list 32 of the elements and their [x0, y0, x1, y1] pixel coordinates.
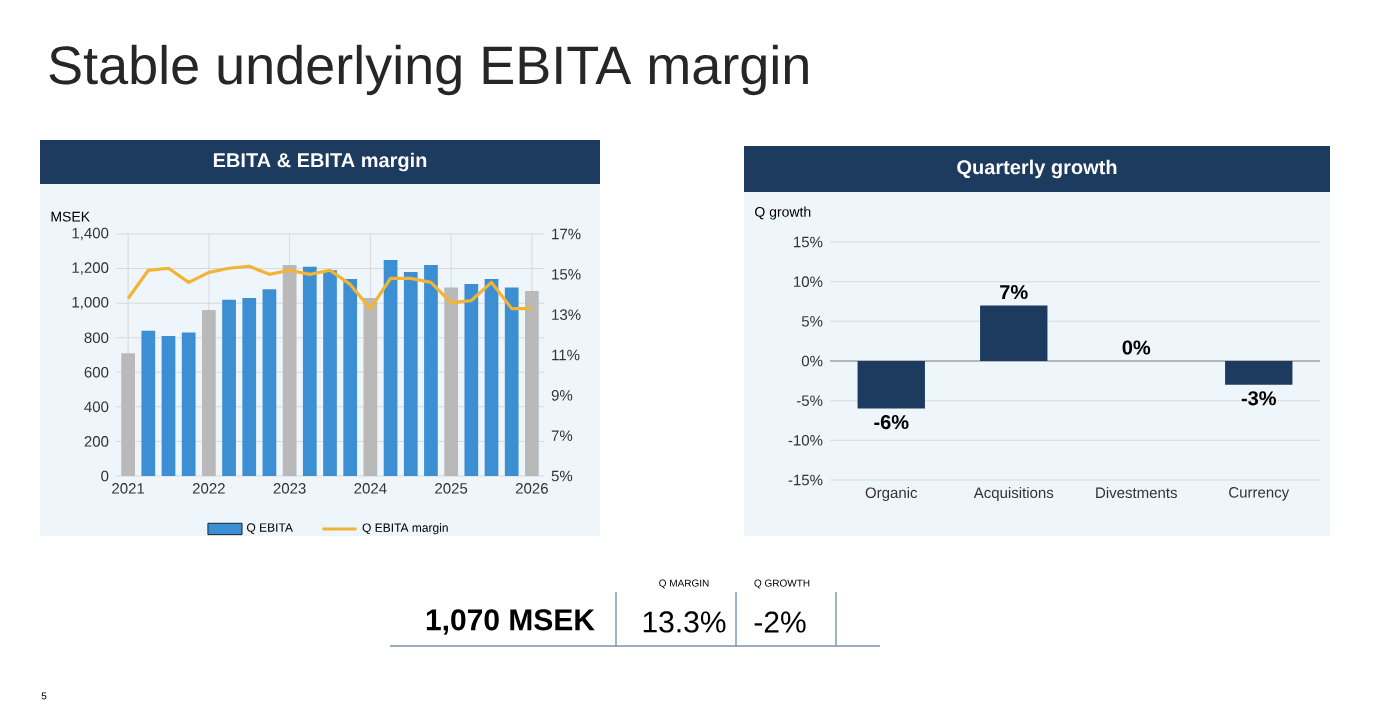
- bar: [181, 332, 196, 476]
- bar: [161, 335, 176, 476]
- bar: [222, 299, 236, 476]
- bar: [484, 278, 499, 476]
- chart-title: Quarterly growth: [957, 159, 1117, 179]
- text: -2%: [754, 611, 806, 633]
- bar: [242, 297, 257, 476]
- chart-title: EBITA & EBITA margin: [213, 152, 427, 172]
- line-series: [126, 264, 534, 311]
- bar: [504, 287, 519, 476]
- bar: [343, 278, 358, 476]
- bar: [363, 297, 378, 476]
- bar: [464, 284, 479, 476]
- data-label: 0%: [1122, 340, 1151, 355]
- bar: [141, 330, 156, 476]
- text: 1,070 MSEK: [426, 609, 595, 635]
- bar: [121, 353, 135, 476]
- bar: [282, 265, 297, 476]
- data-label: 7%: [1000, 284, 1028, 300]
- bar: [202, 310, 216, 476]
- bar: [323, 270, 337, 476]
- bar: [383, 259, 398, 476]
- data-label: -6%: [874, 415, 909, 430]
- text: Stable underlying EBITA margin: [49, 44, 808, 96]
- data-label: -3%: [1241, 391, 1277, 406]
- bar: [302, 266, 317, 476]
- bar: [424, 265, 438, 476]
- bar: [403, 272, 418, 476]
- text: 13.3%: [643, 611, 726, 633]
- bar: [444, 287, 458, 476]
- bar: [525, 291, 539, 476]
- bar: [262, 289, 277, 476]
